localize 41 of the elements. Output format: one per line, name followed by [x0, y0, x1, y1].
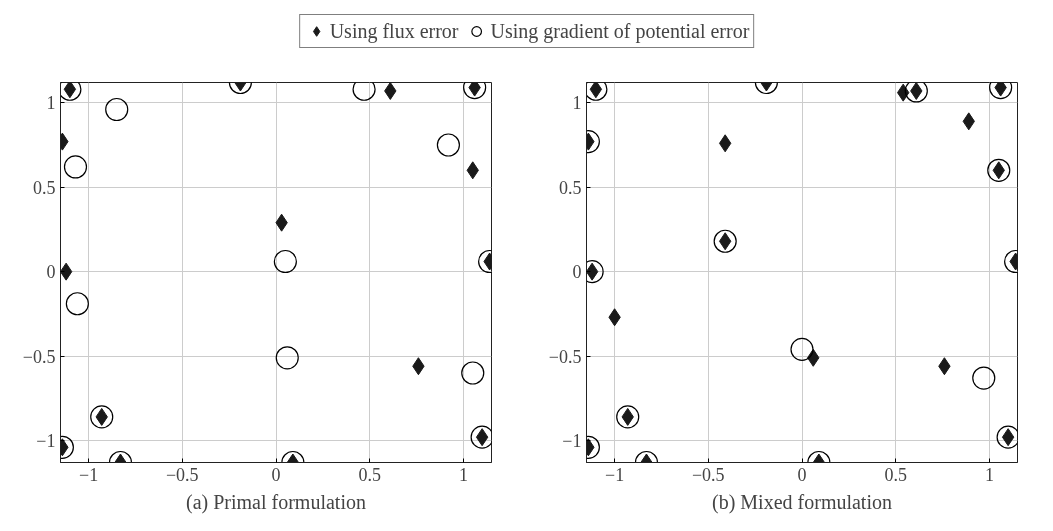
point: [90, 405, 114, 429]
y-tick-label: 0: [46, 262, 56, 283]
x-tick-label: 0: [797, 464, 807, 485]
point: [904, 82, 928, 103]
y-tick-label: 0: [572, 262, 582, 283]
point: [105, 97, 129, 122]
x-tick-label: 0.5: [884, 464, 907, 485]
point: [275, 346, 299, 370]
point: [713, 229, 737, 253]
point: [790, 337, 814, 361]
x-tick-label: 0: [271, 464, 281, 485]
point: [616, 405, 640, 429]
y-tick-label: 1: [572, 93, 582, 114]
y-tick-label: 0.5: [33, 177, 56, 198]
x-tick-label: −1: [605, 464, 625, 485]
point: [470, 425, 492, 449]
legend-label: Using gradient of potential error: [490, 19, 750, 43]
point: [63, 155, 88, 179]
point: [436, 133, 460, 157]
point: [987, 158, 1011, 182]
point: [273, 249, 297, 274]
y-tick-label: −1: [562, 431, 582, 452]
y-tick-label: 0.5: [559, 177, 582, 198]
point: [384, 82, 397, 100]
x-tick-label: −0.5: [691, 464, 725, 485]
text: (a) Primal formulation: [186, 490, 366, 514]
y-tick-label: −0.5: [22, 346, 56, 367]
x-tick-label: −0.5: [165, 464, 199, 485]
legend-label: Using flux error: [329, 19, 459, 43]
y-tick-label: 1: [46, 93, 56, 114]
x-tick-label: 1: [458, 464, 468, 485]
point: [972, 366, 996, 390]
y-tick-label: −0.5: [548, 346, 582, 367]
point: [461, 361, 485, 385]
x-tick-label: 1: [984, 464, 994, 485]
y-tick-label: −1: [36, 431, 56, 452]
text: (b) Mixed formulation: [712, 490, 892, 514]
point: [65, 292, 89, 316]
x-tick-label: −1: [79, 464, 99, 485]
x-tick-label: 0.5: [358, 464, 381, 485]
point: [996, 425, 1018, 449]
